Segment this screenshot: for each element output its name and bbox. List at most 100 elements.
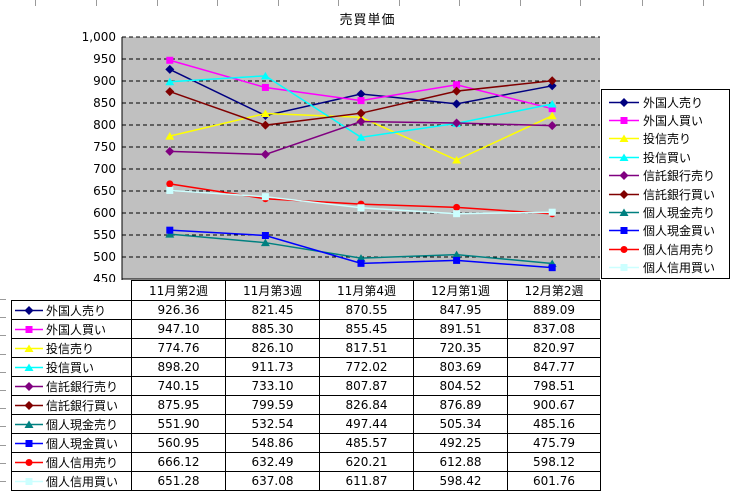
table-row: 外国人買い 947.10 885.30 855.45 891.51 837.08 xyxy=(11,319,601,339)
legend-key-diamond-marker-icon xyxy=(24,381,34,391)
value-cell: 870.55 xyxy=(319,300,414,320)
legend-label: 外国人売り xyxy=(643,95,704,110)
legend-key-icon xyxy=(609,189,639,199)
series-4-triangle-marker-icon xyxy=(165,77,175,86)
legend-key-icon xyxy=(15,439,43,447)
value-cell: 803.69 xyxy=(413,357,508,377)
legend-key-triangle-marker-icon xyxy=(24,420,34,428)
value-cell: 497.44 xyxy=(319,414,414,434)
series-8-square-marker-icon xyxy=(166,226,174,234)
legend-key-icon xyxy=(15,305,43,315)
value-cell: 651.28 xyxy=(131,471,226,491)
row-label-cell: 外国人売り xyxy=(11,300,132,320)
table-row: 外国人売り 926.36 821.45 870.55 847.95 889.09 xyxy=(11,300,601,320)
row-label: 投信売り xyxy=(13,340,131,357)
series-name: 個人信用買い xyxy=(46,474,119,489)
legend-label: 個人信用買い xyxy=(643,261,716,276)
value-cell: 637.08 xyxy=(225,471,320,491)
table-row: 信託銀行買い 875.95 799.59 826.84 876.89 900.67 xyxy=(11,395,601,415)
value-cell: 891.51 xyxy=(413,319,508,339)
series-name: 外国人売り xyxy=(46,303,107,318)
value-cell: 820.97 xyxy=(507,338,601,358)
legend-label: 個人現金買い xyxy=(643,224,716,239)
legend-item: 外国人買い xyxy=(602,111,729,129)
row-label-cell: 個人現金買い xyxy=(11,433,132,453)
legend-key-icon xyxy=(15,363,43,371)
series-8-square-marker-icon xyxy=(261,232,269,240)
legend-item: 個人現金売り xyxy=(602,203,729,221)
value-cell: 601.76 xyxy=(507,471,601,491)
legend-key-icon xyxy=(609,117,639,125)
worksheet-column-tick xyxy=(278,0,279,6)
legend-item: 投信買い xyxy=(602,148,729,166)
row-label-cell: 個人信用買い xyxy=(11,471,132,491)
series-name: 外国人買い xyxy=(46,322,107,337)
y-axis-label: 700 xyxy=(93,162,116,176)
row-label: 個人信用買い xyxy=(13,473,131,490)
value-cell: 855.45 xyxy=(319,319,414,339)
series-6-diamond-marker-icon xyxy=(165,87,175,97)
row-label-cell: 信託銀行売り xyxy=(11,376,132,396)
table-corner-cell xyxy=(12,281,132,301)
legend-key-square-marker-icon xyxy=(620,227,628,235)
series-8-square-marker-icon xyxy=(357,259,365,267)
series-2-square-marker-icon xyxy=(261,83,269,91)
y-axis-label: 550 xyxy=(93,228,116,242)
worksheet-row-tick xyxy=(0,426,6,427)
table-header-row: 11月第2週 11月第3週 11月第4週 12月第1週 12月第2週 xyxy=(12,280,601,301)
series-1-diamond-marker-icon xyxy=(452,99,462,109)
worksheet-column-tick xyxy=(338,0,339,6)
series-8-square-marker-icon xyxy=(548,264,556,272)
value-cell: 774.76 xyxy=(131,338,226,358)
chart-data-table: 11月第2週 11月第3週 11月第4週 12月第1週 12月第2週 外国人売り 926.3… xyxy=(11,280,601,491)
series-8-square-marker-icon xyxy=(453,256,461,264)
y-axis-label: 850 xyxy=(93,96,116,110)
value-cell: 804.52 xyxy=(413,376,508,396)
series-3-triangle-marker-icon xyxy=(260,109,270,118)
legend-key-square-marker-icon xyxy=(620,117,628,125)
row-label: 個人現金売り xyxy=(13,416,131,433)
row-label-cell: 個人信用売り xyxy=(11,452,132,472)
series-5-diamond-marker-icon xyxy=(547,121,557,131)
legend-item: 投信売り xyxy=(602,130,729,148)
value-cell: 799.59 xyxy=(225,395,320,415)
value-cell: 551.90 xyxy=(131,414,226,434)
value-cell: 821.45 xyxy=(225,300,320,320)
legend-key-circle-marker-icon xyxy=(25,458,33,466)
y-axis-label: 500 xyxy=(93,250,116,264)
series-5-diamond-marker-icon xyxy=(356,117,366,127)
value-cell: 875.95 xyxy=(131,395,226,415)
worksheet-column-tick xyxy=(459,0,460,6)
worksheet-column-tick xyxy=(399,0,400,6)
series-5-diamond-marker-icon xyxy=(452,118,462,128)
legend-key-diamond-marker-icon xyxy=(24,400,34,410)
series-9-circle-marker-icon xyxy=(166,180,174,188)
y-axis-label: 650 xyxy=(93,184,116,198)
series-3-triangle-marker-icon xyxy=(452,156,462,164)
legend-key-triangle-marker-icon xyxy=(619,208,629,217)
legend-key-icon xyxy=(15,400,43,410)
legend-key-icon xyxy=(15,458,43,466)
series-6-diamond-marker-icon xyxy=(356,108,366,118)
row-label-cell: 信託銀行買い xyxy=(11,395,132,415)
y-axis-label: 600 xyxy=(93,206,116,220)
series-name: 信託銀行売り xyxy=(46,379,119,394)
series-6-diamond-marker-icon xyxy=(260,120,270,130)
value-cell: 817.51 xyxy=(319,338,414,358)
worksheet-row-tick xyxy=(0,390,6,391)
worksheet-column-tick xyxy=(217,0,218,6)
legend-label: 個人現金売り xyxy=(643,206,716,221)
table-header-cell: 12月第2週 xyxy=(507,280,601,301)
series-1-diamond-marker-icon xyxy=(547,81,557,91)
worksheet-row-tick xyxy=(0,335,6,336)
worksheet-row-tick xyxy=(0,463,6,464)
value-cell: 598.12 xyxy=(507,452,601,472)
series-name: 投信売り xyxy=(46,341,95,356)
series-10-square-marker-icon xyxy=(261,193,269,201)
y-axis-label: 950 xyxy=(93,52,116,66)
value-cell: 837.08 xyxy=(507,319,601,339)
legend-label: 個人信用売り xyxy=(643,242,716,257)
y-axis-label: 900 xyxy=(93,74,116,88)
legend-label: 信託銀行売り xyxy=(643,169,716,184)
worksheet-row-tick xyxy=(0,445,6,446)
